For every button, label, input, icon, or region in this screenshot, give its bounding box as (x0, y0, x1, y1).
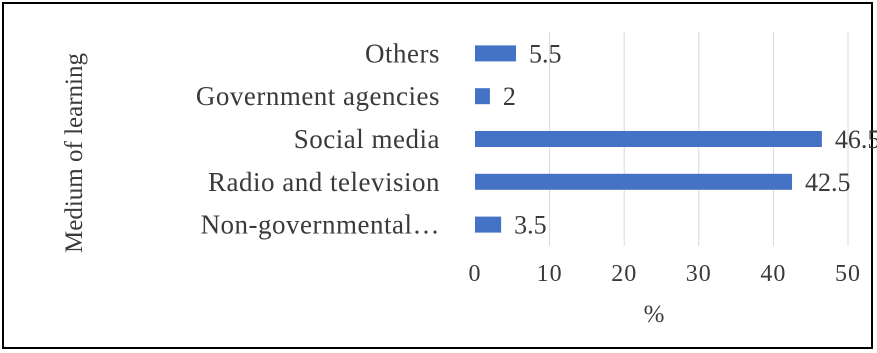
x-tick-label: 50 (835, 261, 861, 287)
y-axis-title: Medium of learning (61, 53, 88, 253)
x-tick-label: 20 (611, 261, 637, 287)
category-label: Non-governmental… (201, 210, 440, 240)
x-tick-label: 30 (686, 261, 712, 287)
bar (475, 173, 793, 190)
data-label: 2 (503, 82, 516, 111)
data-label: 42.5 (805, 168, 851, 197)
category-label: Others (365, 38, 440, 68)
x-axis-title: % (644, 301, 665, 328)
bar (475, 131, 822, 147)
bar (475, 88, 490, 105)
x-tick-label: 0 (469, 261, 482, 287)
category-label: Social media (294, 124, 440, 154)
data-label: 3.5 (514, 211, 547, 240)
bar (475, 45, 517, 62)
category-label: Government agencies (196, 81, 440, 111)
x-tick-label: 40 (760, 261, 786, 287)
x-tick-label: 10 (537, 261, 563, 287)
data-label: 5.5 (529, 39, 562, 68)
data-label: 46.5 (835, 125, 877, 154)
category-label: Radio and television (208, 167, 440, 197)
bar (475, 216, 502, 233)
